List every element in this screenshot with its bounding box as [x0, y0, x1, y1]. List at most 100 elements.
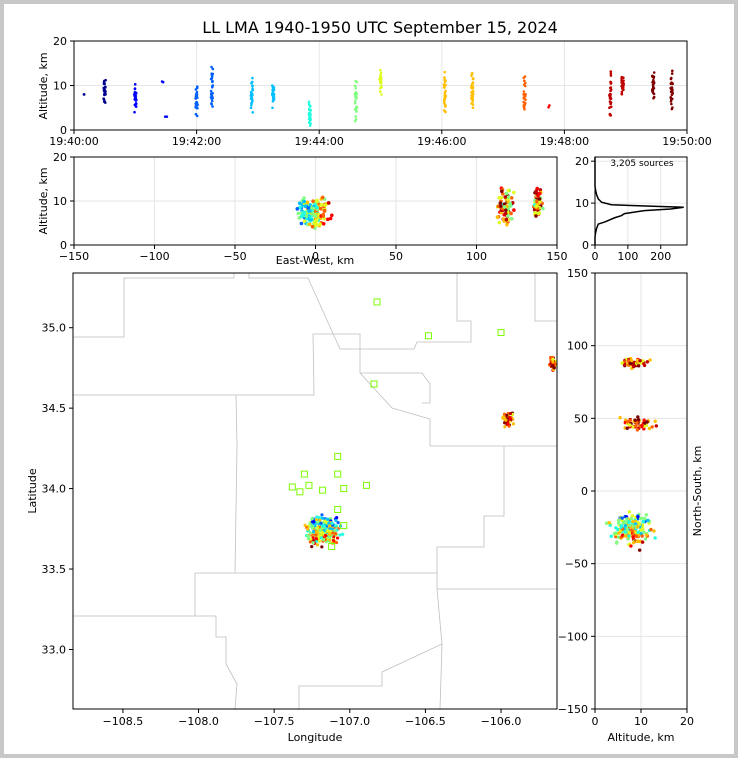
- time-source-point: [651, 91, 655, 94]
- ew-source-point: [534, 214, 538, 218]
- altitude-tick-label: 10: [53, 80, 67, 93]
- time-altitude-ylabel: Altitude, km: [37, 52, 50, 119]
- time-source-point: [471, 103, 475, 106]
- plan-source-point: [328, 529, 332, 533]
- ew-source-point: [319, 202, 324, 207]
- ns-source-point: [644, 513, 648, 517]
- plan-source-point: [306, 527, 310, 531]
- lma-station-marker: [340, 522, 348, 530]
- lma-station-marker: [497, 329, 505, 337]
- lon-tick-label: −106.5: [405, 715, 446, 728]
- time-source-point: [609, 81, 613, 84]
- time-source-point: [210, 72, 213, 75]
- ew-source-point: [496, 204, 501, 209]
- county-border: [195, 572, 558, 604]
- time-source-point: [444, 104, 447, 107]
- time-source-point: [652, 96, 655, 100]
- ew-source-point: [512, 208, 516, 212]
- ns-source-point: [617, 521, 621, 526]
- plan-source-point: [320, 513, 324, 517]
- time-source-point: [134, 98, 138, 101]
- ew-source-point: [302, 196, 306, 200]
- time-source-point: [161, 80, 165, 84]
- ew-source-point: [497, 195, 501, 200]
- time-source-point: [195, 86, 199, 90]
- time-source-point: [211, 67, 215, 71]
- lat-tick-label: 35.0: [42, 322, 67, 335]
- county-border: [195, 615, 238, 710]
- plan-source-point: [327, 521, 331, 525]
- ew-source-point: [299, 221, 304, 226]
- ns-source-point: [635, 428, 640, 432]
- ns-source-point: [641, 527, 645, 531]
- plan-source-point: [314, 533, 318, 537]
- ew-source-point: [509, 216, 514, 221]
- ns-source-point: [631, 364, 636, 369]
- time-tick-label: 19:50:00: [662, 135, 711, 148]
- ns-source-point: [630, 514, 635, 518]
- ns-source-point: [636, 539, 641, 544]
- plan-source-point: [551, 357, 555, 362]
- ns-source-point: [631, 519, 635, 524]
- plan-source-point: [334, 532, 338, 536]
- plan-source-point: [333, 529, 337, 533]
- ns-source-point: [636, 525, 640, 529]
- ns-source-point: [645, 360, 650, 364]
- time-source-point: [548, 104, 551, 107]
- time-source-point: [355, 80, 359, 84]
- plan-source-point: [552, 366, 556, 370]
- ew-altitude-ylabel: Altitude, km: [37, 167, 50, 234]
- time-source-point: [609, 114, 613, 117]
- ew-source-point: [502, 202, 507, 206]
- ns-source-point: [629, 359, 634, 363]
- plan-source-point: [311, 520, 316, 524]
- ns-tick-label-y: −150: [558, 703, 588, 716]
- time-source-point: [271, 86, 275, 89]
- ew-source-point: [315, 205, 319, 210]
- plan-source-point: [310, 526, 315, 530]
- time-tick-label: 19:46:00: [417, 135, 466, 148]
- county-border: [436, 588, 443, 645]
- plan-source-point: [334, 518, 338, 523]
- plan-source-point: [318, 518, 322, 522]
- ns-source-point: [641, 519, 645, 524]
- plan-view-frame: [72, 272, 558, 710]
- ns-tick-label-y: 50: [574, 412, 588, 425]
- altitude-tick-label: 0: [60, 124, 67, 137]
- time-source-point: [380, 93, 383, 96]
- ew-source-point: [509, 196, 514, 200]
- plan-source-point: [318, 528, 322, 533]
- ns-source-point: [642, 418, 646, 422]
- time-source-point: [354, 117, 358, 121]
- plan-source-point: [328, 535, 332, 539]
- time-source-point: [271, 92, 275, 95]
- lma-station-marker: [319, 486, 327, 494]
- time-source-point: [471, 99, 474, 103]
- ns-source-point: [641, 359, 645, 363]
- time-source-point: [250, 97, 253, 101]
- ew-source-point: [506, 195, 511, 199]
- plan-source-point: [315, 543, 320, 547]
- ns-source-point: [604, 521, 609, 525]
- ns-source-point: [625, 517, 629, 521]
- plan-source-point: [323, 519, 327, 523]
- ns-source-point: [647, 426, 652, 431]
- ns-source-point: [625, 420, 630, 424]
- ew-source-point: [495, 215, 500, 219]
- time-source-point: [443, 76, 446, 79]
- ns-source-point: [616, 535, 621, 540]
- ns-source-point: [642, 363, 647, 368]
- ns-source-point: [635, 421, 639, 425]
- time-source-point: [522, 79, 526, 82]
- plan-source-point: [319, 521, 323, 525]
- lma-station-marker: [305, 481, 313, 489]
- ns-tick-label-x: 0: [592, 715, 599, 728]
- plan-source-point: [308, 522, 312, 526]
- ns-source-point: [636, 418, 641, 422]
- figure-title: LL LMA 1940-1950 UTC September 15, 2024: [202, 18, 558, 37]
- lon-tick-label: −108.0: [178, 715, 219, 728]
- lma-station-marker: [370, 380, 378, 388]
- time-tick-label: 19:42:00: [172, 135, 221, 148]
- time-source-point: [670, 102, 673, 106]
- time-source-point: [470, 91, 474, 95]
